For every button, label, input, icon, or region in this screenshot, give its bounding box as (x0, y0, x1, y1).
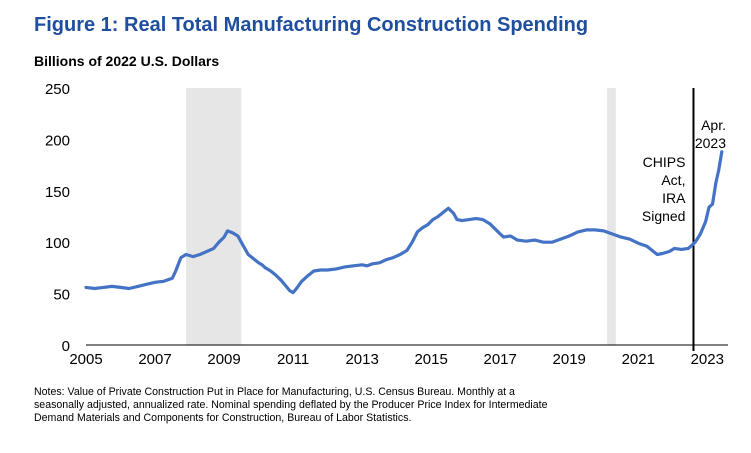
y-tick-label-2: 100 (45, 235, 70, 252)
x-tick-label-9: 2023 (691, 351, 724, 368)
series-line-1 (84, 150, 724, 295)
y-tick-label-0: 0 (62, 338, 70, 355)
annotation-chips-line-2: Act, (661, 172, 685, 188)
notes-line-3: Demand Materials and Components for Cons… (34, 412, 412, 424)
annotation-chips-line-4: Signed (642, 208, 686, 224)
annotation-chips-line-1: CHIPS (643, 154, 686, 170)
chart-notes: Notes: Value of Private Construction Put… (34, 386, 734, 425)
y-tick-label-4: 200 (45, 132, 70, 149)
y-tick-label-3: 150 (45, 184, 70, 201)
x-tick-label-3: 2011 (277, 351, 309, 368)
x-tick-label-6: 2017 (484, 351, 517, 368)
recession-shading-2 (607, 88, 616, 345)
notes-line-2: seasonally adjusted, annualized rate. No… (34, 399, 548, 411)
x-tick-label-0: 2005 (69, 351, 102, 368)
annotation-apr-line-2: 2023 (695, 135, 726, 151)
y-tick-label-1: 50 (53, 287, 70, 304)
recession-shading-1 (186, 88, 242, 345)
x-tick-label-2: 2009 (207, 351, 240, 368)
notes-line-1: Notes: Value of Private Construction Put… (34, 386, 515, 398)
annotation-chips-line-3: IRA (662, 190, 686, 206)
x-tick-label-4: 2013 (345, 351, 378, 368)
y-tick-label-5: 250 (45, 81, 70, 98)
y-axis-label: Billions of 2022 U.S. Dollars (34, 53, 220, 69)
x-tick-label-5: 2015 (414, 351, 447, 368)
x-tick-label-8: 2021 (622, 351, 655, 368)
x-tick-label-7: 2019 (553, 351, 586, 368)
chart-title: Figure 1: Real Total Manufacturing Const… (34, 14, 589, 36)
annotation-apr-line-1: Apr. (701, 117, 726, 133)
x-tick-label-1: 2007 (138, 351, 171, 368)
